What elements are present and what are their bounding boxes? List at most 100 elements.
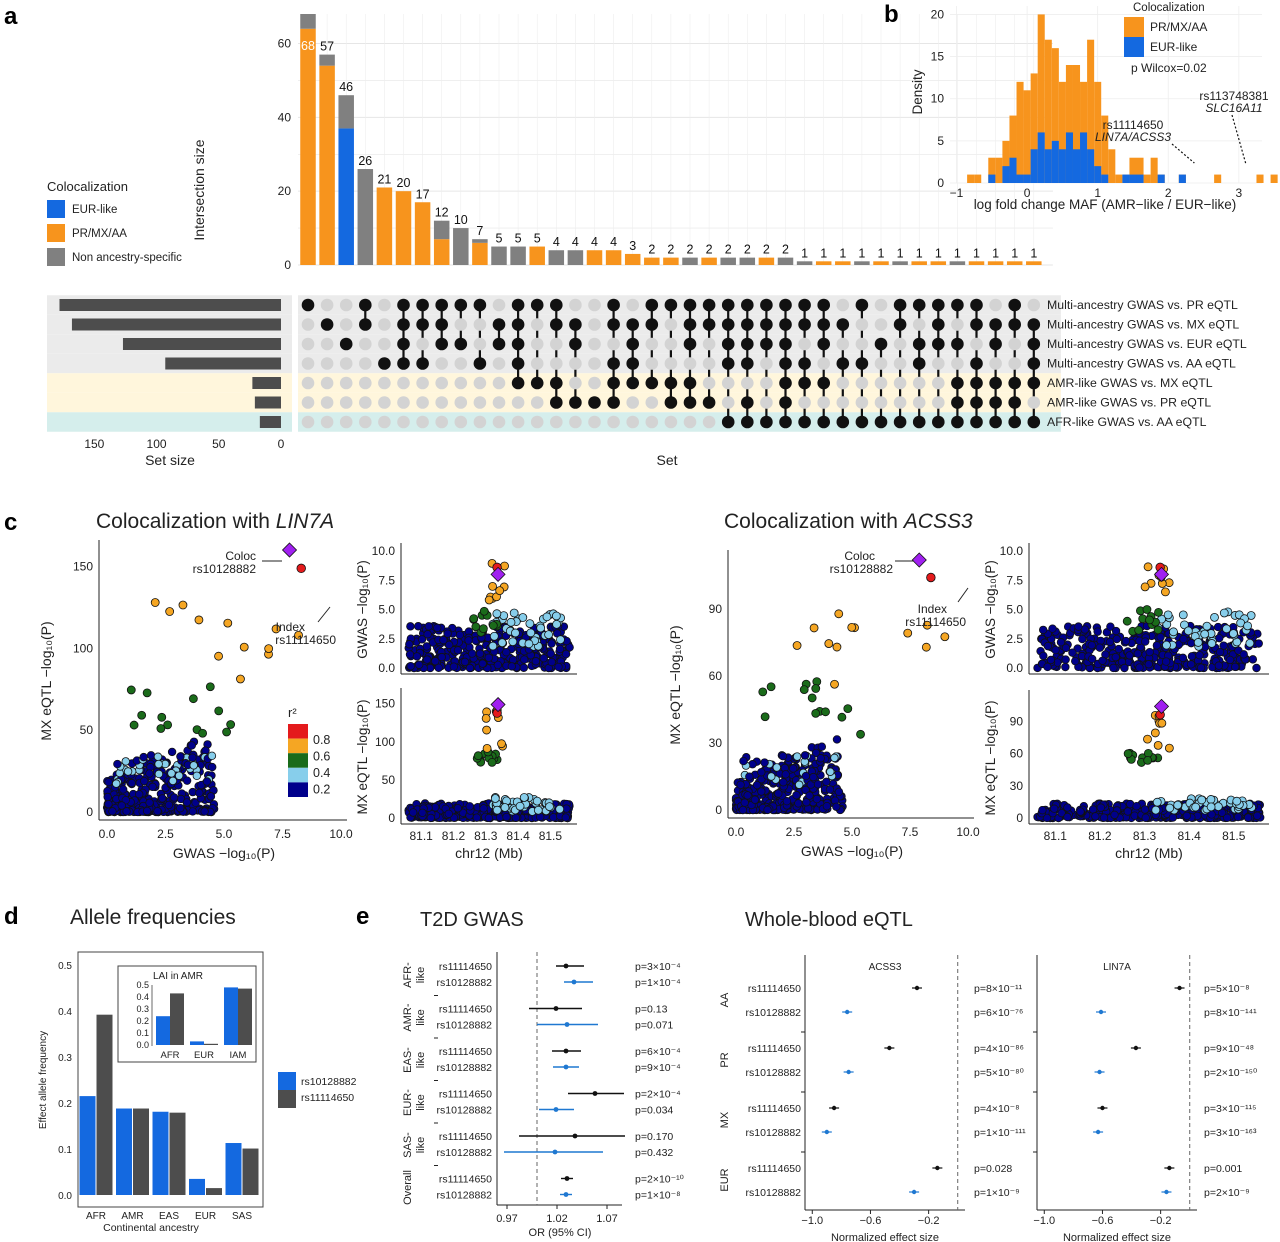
snp-point — [1243, 621, 1252, 631]
snp-point — [1217, 808, 1227, 817]
snp-point — [825, 785, 835, 794]
snp-point — [154, 759, 163, 769]
snp-point — [406, 661, 415, 671]
matrix-dot — [989, 357, 1002, 370]
matrix-dot — [550, 337, 563, 351]
snp-point — [736, 780, 745, 790]
snp-point — [903, 628, 913, 638]
annotation-leader — [1231, 114, 1247, 165]
y-tick-label: 0.0 — [378, 661, 395, 675]
set-name-label: Multi-ancestry GWAS vs. AA eQTL — [1047, 357, 1236, 371]
matrix-dot — [530, 318, 544, 331]
hist-bar-pr-mx-aa — [1023, 90, 1031, 183]
x-axis-title: chr12 (Mb) — [1115, 845, 1183, 861]
matrix-dot — [607, 415, 620, 429]
matrix-dot-active — [912, 298, 926, 312]
matrix-dot-active — [1008, 298, 1021, 312]
p-value-label: p Wilcox=0.02 — [1131, 61, 1207, 75]
snp-point — [811, 708, 821, 718]
bar-non-ancestry-specific — [453, 228, 469, 265]
snp-point — [1111, 626, 1121, 636]
snp-point — [807, 693, 817, 703]
hist-bar-pr-mx-aa — [1016, 81, 1024, 183]
hist-bar-pr-mx-aa — [1108, 149, 1116, 183]
snp-point — [1125, 651, 1134, 660]
snp-point — [103, 792, 112, 802]
gene-name: ACSS3 — [902, 510, 973, 533]
hist-bar-pr-mx-aa — [1051, 48, 1059, 184]
bar-count-label: 1 — [1030, 246, 1037, 260]
matrix-dot — [741, 376, 754, 390]
snp-point — [1056, 638, 1066, 647]
bar-count-label: 4 — [553, 235, 560, 249]
variant-label: rs10128882 — [437, 977, 493, 989]
x-tick-label: 0.97 — [496, 1213, 517, 1225]
hist-bar-pr-mx-aa — [1037, 14, 1045, 183]
hist-bar-eur-like — [1065, 132, 1073, 183]
matrix-dot-active — [416, 357, 429, 370]
group-label: AFR- — [402, 962, 414, 988]
bar-non-ancestry-specific — [300, 14, 316, 29]
hist-bar-eur-like — [1087, 149, 1095, 183]
bar-count-label: 1 — [916, 246, 923, 260]
snp-point — [1111, 652, 1120, 662]
bar-rs11114650 — [133, 1108, 149, 1195]
point-estimate — [553, 1006, 559, 1011]
matrix-dot — [588, 298, 601, 312]
set-size-bar — [259, 416, 281, 428]
point-estimate — [1100, 1105, 1105, 1111]
snp-point — [414, 622, 423, 631]
matrix-dot-active — [683, 376, 697, 390]
matrix-dot — [721, 396, 735, 409]
snp-point — [1142, 605, 1152, 614]
y-tick-label: 15 — [931, 50, 945, 64]
bar-count-label: 2 — [744, 243, 751, 257]
snp-point — [802, 798, 811, 807]
snp-point — [1195, 650, 1204, 660]
snp-point — [117, 801, 126, 810]
matrix-dot-active — [721, 415, 735, 429]
snp-point — [126, 685, 136, 695]
y-tick-label: 10.0 — [372, 544, 396, 558]
inset-y-tick: 0.5 — [136, 980, 149, 990]
hist-bar-eur-like — [1009, 157, 1017, 183]
snp-point — [139, 752, 148, 762]
snp-point — [555, 644, 565, 654]
facet-title: LIN7A — [1103, 962, 1131, 973]
matrix-dot — [378, 415, 391, 429]
snp-point — [1151, 805, 1161, 815]
snp-point — [1120, 663, 1129, 673]
y-tick-label: 20 — [931, 7, 945, 21]
variant-label: rs10128882 — [746, 1187, 802, 1199]
matrix-dot-active — [301, 298, 315, 312]
r2-tick-label: 0.4 — [313, 766, 330, 780]
matrix-dot — [511, 396, 525, 409]
snp-point — [811, 684, 821, 693]
bar-non-ancestry-specific — [739, 257, 756, 265]
snp-point — [145, 798, 154, 807]
y-tick-label: 0 — [388, 811, 395, 825]
matrix-dot — [416, 396, 429, 409]
snp-point — [837, 712, 847, 722]
snp-point — [176, 752, 185, 761]
matrix-dot-active — [951, 376, 964, 390]
matrix-dot — [607, 337, 620, 351]
snp-point — [922, 620, 932, 630]
matrix-dot — [664, 318, 678, 331]
bar-count-label: 1 — [820, 246, 827, 260]
snp-point — [168, 776, 178, 786]
snp-point — [1239, 650, 1248, 659]
snp-point — [1219, 641, 1228, 650]
matrix-dot — [817, 396, 830, 409]
variant-label: rs10128882 — [437, 1105, 493, 1117]
panel-c-label: c — [4, 509, 17, 536]
matrix-dot-active — [683, 337, 697, 351]
y-axis-title: MX eQTL −log₁₀(P) — [667, 625, 683, 744]
snp-point — [1215, 647, 1225, 657]
snp-point — [142, 688, 152, 698]
snp-point — [455, 630, 465, 640]
snp-point — [424, 622, 433, 631]
hist-bar-pr-mx-aa — [967, 174, 975, 183]
matrix-dot-active — [607, 298, 620, 312]
index-label: Index — [918, 602, 947, 616]
